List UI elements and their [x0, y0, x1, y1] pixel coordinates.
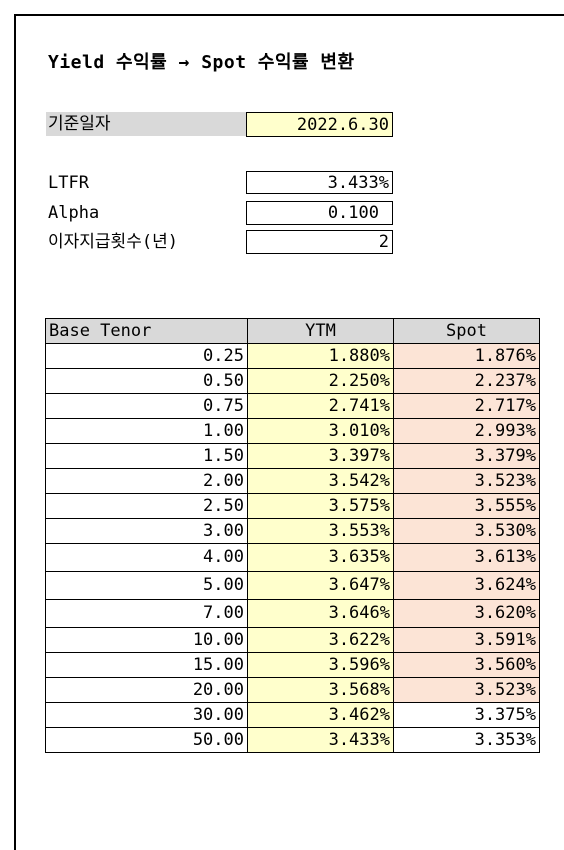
- alpha-label: Alpha: [48, 203, 100, 223]
- table-row: 2.50 3.575% 3.555%: [45, 493, 540, 519]
- payment-frequency-cell[interactable]: 2: [246, 230, 393, 254]
- table-row: 5.00 3.647% 3.624%: [45, 571, 540, 600]
- tenor-cell[interactable]: 7.00: [45, 599, 248, 628]
- ltfr-cell[interactable]: 3.433%: [246, 171, 393, 194]
- table-row: 30.00 3.462% 3.375%: [45, 702, 540, 728]
- tenor-cell[interactable]: 50.00: [45, 727, 248, 753]
- table-row: 4.00 3.635% 3.613%: [45, 543, 540, 572]
- spot-cell[interactable]: 3.613%: [393, 543, 540, 572]
- alpha-cell[interactable]: 0.100: [246, 201, 393, 225]
- tenor-cell[interactable]: 3.00: [45, 518, 248, 544]
- spot-cell[interactable]: 2.237%: [393, 368, 540, 394]
- tenor-cell[interactable]: 2.50: [45, 493, 248, 519]
- spot-cell[interactable]: 3.624%: [393, 571, 540, 600]
- spot-cell[interactable]: 1.876%: [393, 343, 540, 369]
- header-ytm: YTM: [247, 318, 394, 344]
- table-header-row: Base Tenor YTM Spot: [45, 318, 540, 344]
- table-row: 0.75 2.741% 2.717%: [45, 393, 540, 419]
- base-date-label: 기준일자: [46, 112, 248, 136]
- table-row: 3.00 3.553% 3.530%: [45, 518, 540, 544]
- ltfr-label: LTFR: [48, 173, 89, 193]
- ytm-cell[interactable]: 3.433%: [247, 727, 394, 753]
- table-row: 15.00 3.596% 3.560%: [45, 652, 540, 678]
- ytm-cell[interactable]: 3.647%: [247, 571, 394, 600]
- spot-cell[interactable]: 2.993%: [393, 418, 540, 444]
- spot-cell[interactable]: 3.379%: [393, 443, 540, 469]
- ytm-cell[interactable]: 3.010%: [247, 418, 394, 444]
- tenor-cell[interactable]: 0.25: [45, 343, 248, 369]
- header-base-tenor: Base Tenor: [45, 318, 248, 344]
- spot-cell[interactable]: 3.620%: [393, 599, 540, 628]
- ytm-cell[interactable]: 1.880%: [247, 343, 394, 369]
- table-row: 50.00 3.433% 3.353%: [45, 727, 540, 753]
- ytm-cell[interactable]: 3.596%: [247, 652, 394, 678]
- ytm-cell[interactable]: 3.553%: [247, 518, 394, 544]
- table-row: 20.00 3.568% 3.523%: [45, 677, 540, 703]
- ytm-cell[interactable]: 2.741%: [247, 393, 394, 419]
- tenor-cell[interactable]: 5.00: [45, 571, 248, 600]
- table-row: 1.50 3.397% 3.379%: [45, 443, 540, 469]
- spot-cell[interactable]: 2.717%: [393, 393, 540, 419]
- payment-frequency-label: 이자지급횟수(년): [48, 232, 178, 252]
- spot-cell[interactable]: 3.530%: [393, 518, 540, 544]
- tenor-cell[interactable]: 30.00: [45, 702, 248, 728]
- spot-cell[interactable]: 3.523%: [393, 677, 540, 703]
- ytm-cell[interactable]: 3.397%: [247, 443, 394, 469]
- table-row: 0.50 2.250% 2.237%: [45, 368, 540, 394]
- spot-cell[interactable]: 3.375%: [393, 702, 540, 728]
- ytm-cell[interactable]: 3.635%: [247, 543, 394, 572]
- tenor-cell[interactable]: 4.00: [45, 543, 248, 572]
- ytm-cell[interactable]: 3.568%: [247, 677, 394, 703]
- spot-cell[interactable]: 3.560%: [393, 652, 540, 678]
- header-spot: Spot: [393, 318, 540, 344]
- tenor-cell[interactable]: 10.00: [45, 627, 248, 653]
- tenor-cell[interactable]: 1.50: [45, 443, 248, 469]
- tenor-cell[interactable]: 15.00: [45, 652, 248, 678]
- spot-cell[interactable]: 3.591%: [393, 627, 540, 653]
- spot-cell[interactable]: 3.555%: [393, 493, 540, 519]
- page-title: Yield 수익률 → Spot 수익률 변환: [48, 52, 355, 73]
- sheet-top-border: [14, 14, 564, 16]
- tenor-cell[interactable]: 20.00: [45, 677, 248, 703]
- spot-cell[interactable]: 3.353%: [393, 727, 540, 753]
- ytm-cell[interactable]: 3.542%: [247, 468, 394, 494]
- ytm-cell[interactable]: 3.575%: [247, 493, 394, 519]
- tenor-cell[interactable]: 2.00: [45, 468, 248, 494]
- table-row: 7.00 3.646% 3.620%: [45, 599, 540, 628]
- table-row: 2.00 3.542% 3.523%: [45, 468, 540, 494]
- tenor-cell[interactable]: 1.00: [45, 418, 248, 444]
- sheet-left-border: [14, 14, 16, 850]
- ytm-cell[interactable]: 2.250%: [247, 368, 394, 394]
- ytm-cell[interactable]: 3.462%: [247, 702, 394, 728]
- yield-spot-table: Base Tenor YTM Spot 0.25 1.880% 1.876% 0.5…: [45, 318, 540, 753]
- table-row: 10.00 3.622% 3.591%: [45, 627, 540, 653]
- tenor-cell[interactable]: 0.75: [45, 393, 248, 419]
- ytm-cell[interactable]: 3.646%: [247, 599, 394, 628]
- table-row: 0.25 1.880% 1.876%: [45, 343, 540, 369]
- tenor-cell[interactable]: 0.50: [45, 368, 248, 394]
- spot-cell[interactable]: 3.523%: [393, 468, 540, 494]
- table-row: 1.00 3.010% 2.993%: [45, 418, 540, 444]
- base-date-cell[interactable]: 2022.6.30: [246, 112, 393, 137]
- ytm-cell[interactable]: 3.622%: [247, 627, 394, 653]
